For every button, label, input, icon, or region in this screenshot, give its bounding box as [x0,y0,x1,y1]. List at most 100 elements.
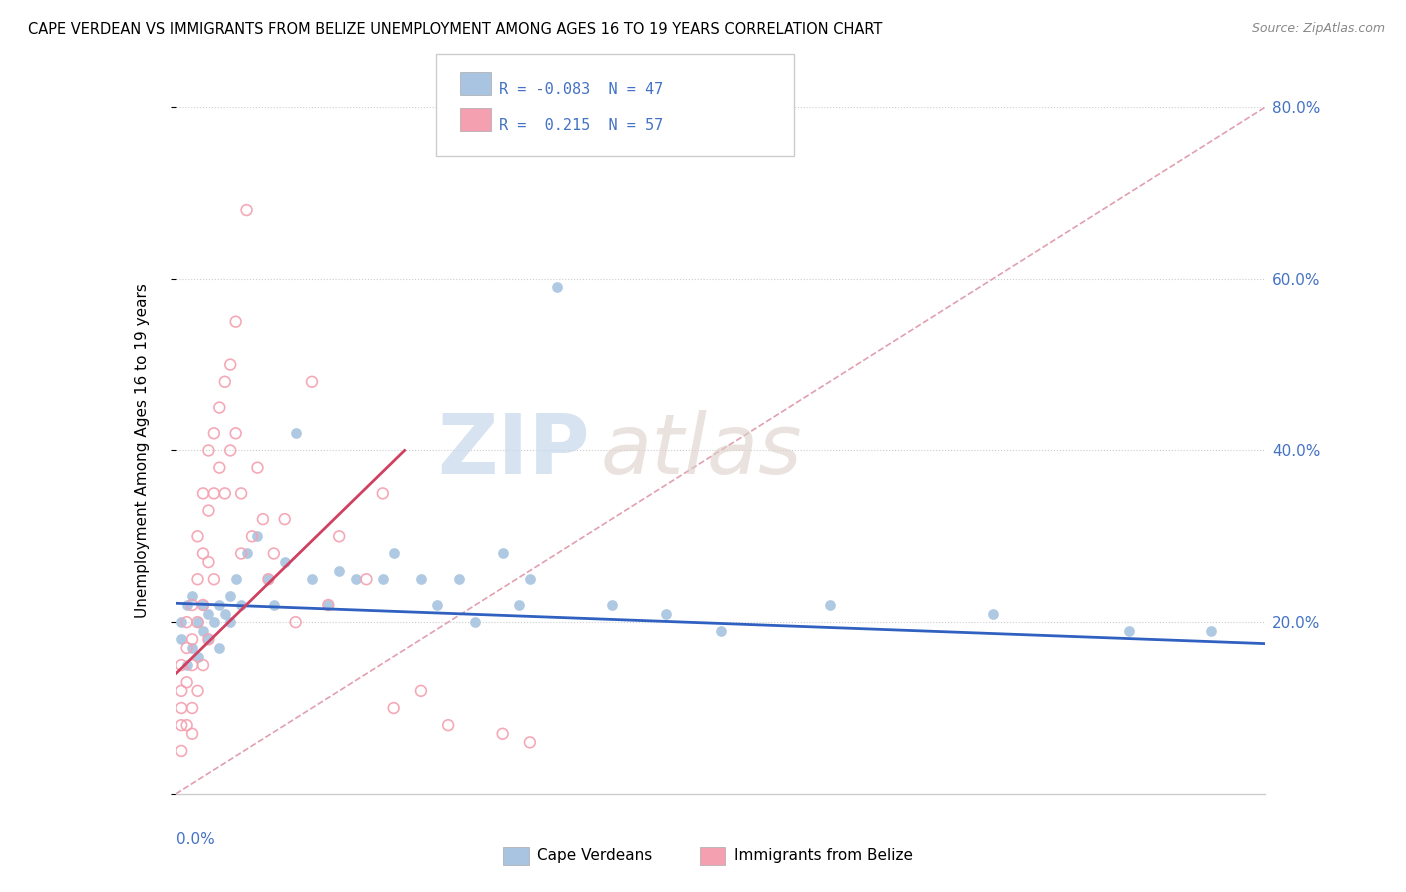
Point [181,590,204,604]
Text: R =  0.215  N = 57: R = 0.215 N = 57 [499,118,664,133]
Point [181,658,204,673]
Point [191,658,214,673]
Text: ZIP: ZIP [437,410,591,491]
Point [186,649,209,664]
Point [519,572,541,586]
Point [382,546,405,561]
Point [191,598,214,612]
Point [208,401,231,415]
Point [231,486,253,500]
Point [219,615,242,630]
Text: atlas: atlas [600,410,803,491]
Point [274,555,297,569]
Point [371,572,394,586]
Point [214,486,236,500]
Point [1118,624,1140,638]
Point [344,572,367,586]
Point [519,735,541,749]
Point [186,615,209,630]
Point [176,675,198,690]
Point [208,460,231,475]
Point [546,280,568,294]
Point [181,632,204,647]
Point [197,607,219,621]
Point [208,598,231,612]
Point [318,598,340,612]
Point [202,572,225,586]
Point [197,632,219,647]
Point [328,529,350,543]
Point [202,426,225,441]
Point [284,615,307,630]
Point [409,683,432,698]
Point [492,727,515,741]
Point [252,512,274,526]
Point [246,460,269,475]
Point [263,598,285,612]
Point [257,572,280,586]
Point [181,640,204,655]
Point [170,718,193,732]
Point [191,546,214,561]
Point [274,512,297,526]
Point [176,640,198,655]
Text: R = -0.083  N = 47: R = -0.083 N = 47 [499,82,664,97]
Point [176,598,198,612]
Point [176,658,198,673]
Point [219,358,242,372]
Point [492,546,515,561]
Point [219,590,242,604]
Point [284,426,307,441]
Point [197,632,219,647]
Point [170,632,193,647]
Point [186,572,209,586]
Point [328,564,350,578]
Text: Cape Verdeans: Cape Verdeans [537,848,652,863]
Point [202,486,225,500]
Point [464,615,486,630]
Point [301,375,323,389]
Point [246,529,269,543]
Point [382,701,405,715]
Point [214,607,236,621]
Point [197,443,219,458]
Point [197,503,219,517]
Point [508,598,530,612]
Point [186,683,209,698]
Y-axis label: Unemployment Among Ages 16 to 19 years: Unemployment Among Ages 16 to 19 years [135,283,150,618]
Point [186,529,209,543]
Point [181,727,204,741]
Point [170,615,193,630]
Point [176,615,198,630]
Point [214,375,236,389]
Point [170,744,193,758]
Point [225,426,247,441]
Point [655,607,678,621]
Point [426,598,449,612]
Point [437,718,460,732]
Point [219,443,242,458]
Point [1199,624,1222,638]
Point [981,607,1004,621]
Point [235,202,257,217]
Text: Immigrants from Belize: Immigrants from Belize [734,848,912,863]
Point [176,718,198,732]
Point [318,598,340,612]
Point [202,615,225,630]
Point [170,683,193,698]
Point [181,701,204,715]
Point [225,315,247,329]
Text: CAPE VERDEAN VS IMMIGRANTS FROM BELIZE UNEMPLOYMENT AMONG AGES 16 TO 19 YEARS CO: CAPE VERDEAN VS IMMIGRANTS FROM BELIZE U… [28,22,883,37]
Point [600,598,623,612]
Point [371,486,394,500]
Point [170,701,193,715]
Point [231,546,253,561]
Point [225,572,247,586]
Point [409,572,432,586]
Point [197,555,219,569]
Point [208,640,231,655]
Point [263,546,285,561]
Text: 0.0%: 0.0% [176,831,215,847]
Point [710,624,733,638]
Point [191,486,214,500]
